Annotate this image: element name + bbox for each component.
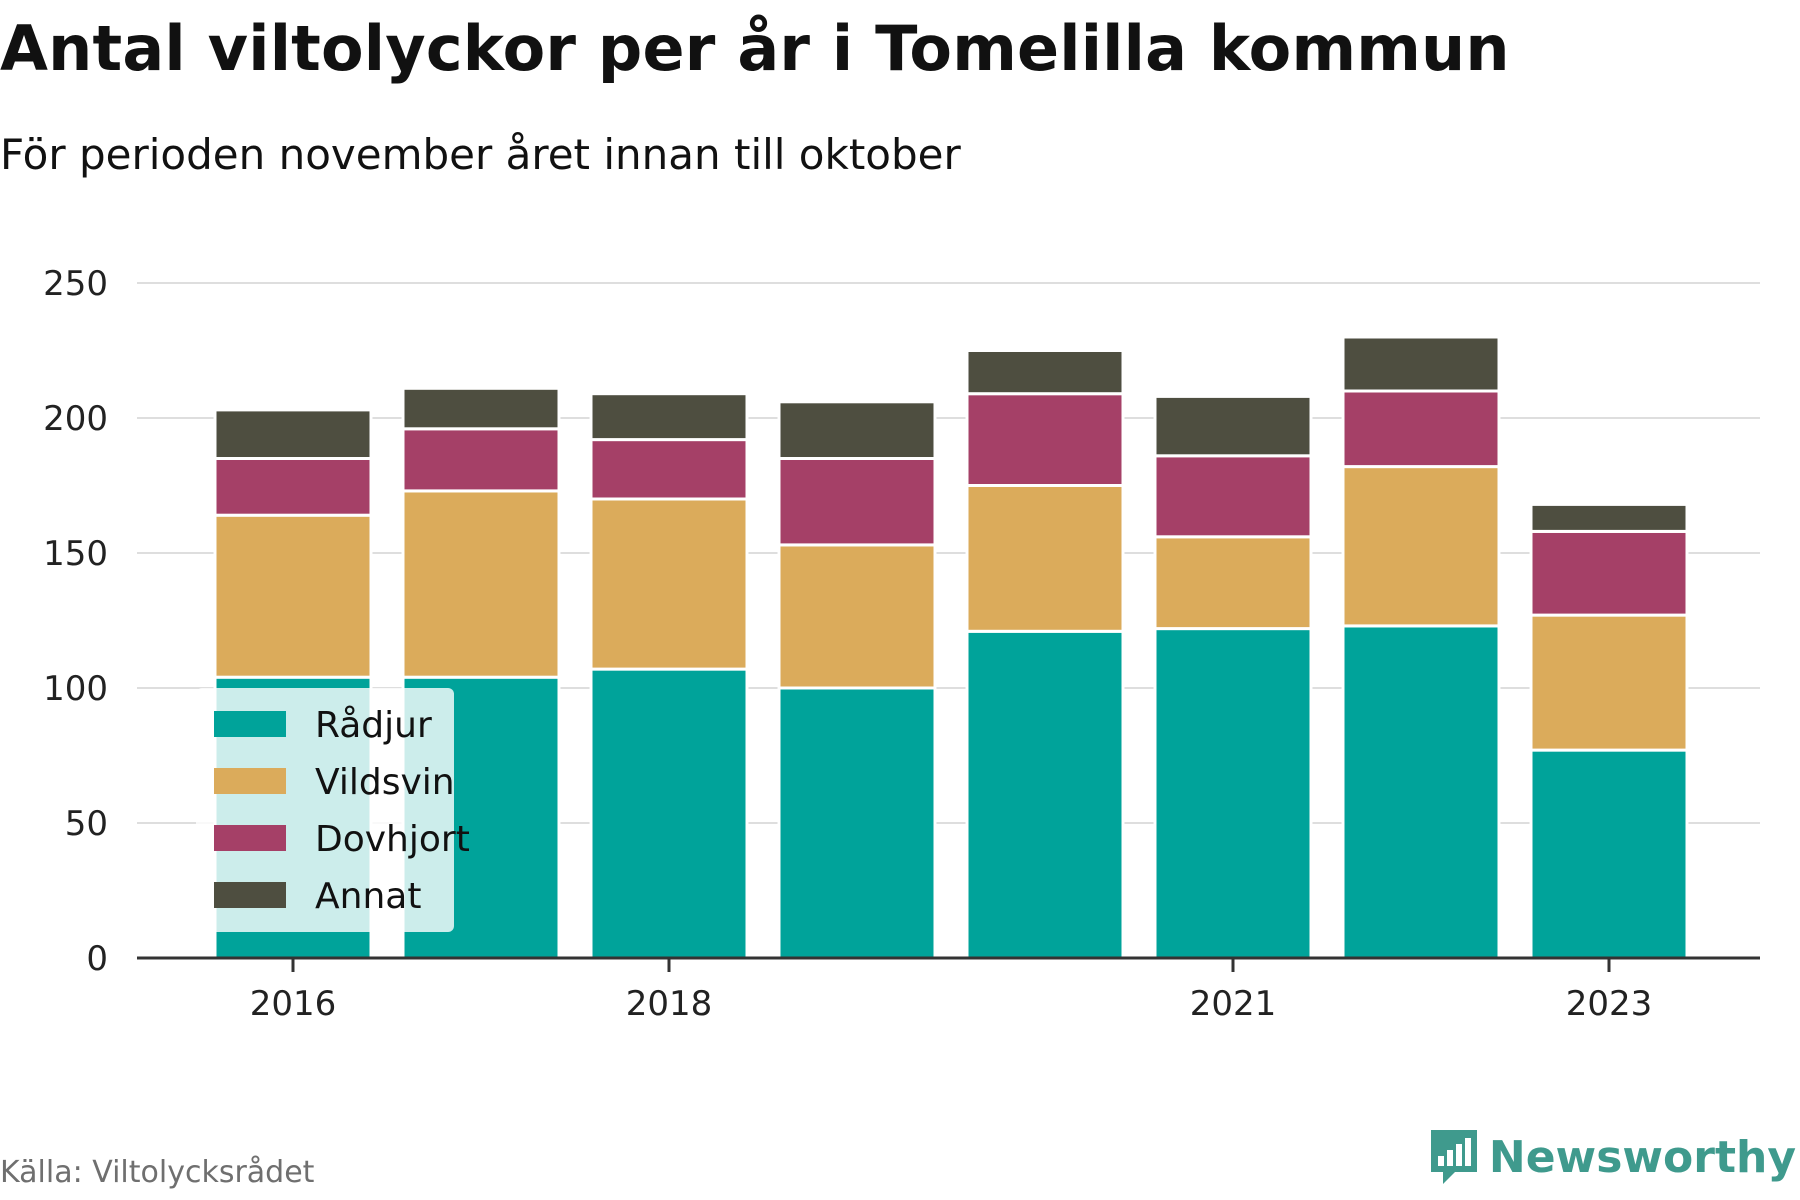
bar-segment-dovhjort <box>1341 389 1501 469</box>
bar-segment-vildsvin <box>1153 535 1313 631</box>
bar-segment-dovhjort <box>401 427 561 493</box>
y-tick-label: 150 <box>43 534 108 574</box>
bar-segment-vildsvin <box>1529 613 1689 752</box>
bar-segment-annat <box>589 392 749 442</box>
legend-swatch-annat <box>214 882 286 908</box>
bar-segment-annat <box>965 349 1125 396</box>
bar-segment-rådjur <box>965 629 1125 960</box>
x-tick-label: 2023 <box>1566 984 1653 1024</box>
bar-segment-vildsvin <box>589 497 749 671</box>
y-tick-label: 250 <box>43 264 108 304</box>
bar-segment-vildsvin <box>401 489 561 679</box>
bar-segment-annat <box>401 386 561 431</box>
legend-label-vildsvin: Vildsvin <box>315 762 455 803</box>
y-tick-label: 100 <box>43 669 108 709</box>
bar-segment-rådjur <box>1529 748 1689 960</box>
bar-segment-dovhjort <box>777 457 937 547</box>
bar-segment-annat <box>213 408 373 460</box>
bar-segment-annat <box>1341 335 1501 393</box>
source-note: Källa: Viltolycksrådet <box>0 1155 315 1190</box>
bar-segment-rådjur <box>1153 627 1313 960</box>
bar-segment-annat <box>777 400 937 460</box>
bar-segment-rådjur <box>589 667 749 960</box>
legend-label-annat: Annat <box>315 876 421 917</box>
bar-segment-dovhjort <box>1153 454 1313 539</box>
brand-logo: Newsworthy <box>1429 1128 1796 1186</box>
bar-segment-dovhjort <box>213 457 373 517</box>
bar-segment-vildsvin <box>1341 465 1501 628</box>
bar-segment-dovhjort <box>965 392 1125 488</box>
brand-name: Newsworthy <box>1488 1131 1796 1183</box>
bar-segment-dovhjort <box>1529 529 1689 617</box>
x-tick-label: 2018 <box>626 984 713 1024</box>
bar-segment-rådjur <box>1341 624 1501 960</box>
legend-label-rådjur: Rådjur <box>315 705 432 746</box>
y-tick-label: 50 <box>65 804 108 844</box>
legend-swatch-rådjur <box>214 711 286 737</box>
bar-segment-dovhjort <box>589 438 749 501</box>
legend-box <box>196 688 454 932</box>
bar-segment-vildsvin <box>777 543 937 690</box>
y-tick-label: 200 <box>43 399 108 439</box>
bar-segment-annat <box>1529 502 1689 533</box>
bar-segment-rådjur <box>777 686 937 960</box>
legend-label-dovhjort: Dovhjort <box>315 819 470 860</box>
chart-subtitle: För perioden november året innan till ok… <box>0 130 961 179</box>
x-tick-label: 2016 <box>250 984 337 1024</box>
bar-segment-vildsvin <box>965 484 1125 633</box>
x-tick-label: 2021 <box>1190 984 1277 1024</box>
chart-title: Antal viltolyckor per år i Tomelilla kom… <box>0 12 1510 85</box>
legend-swatch-vildsvin <box>214 768 286 794</box>
bar-segment-vildsvin <box>213 513 373 679</box>
newsworthy-logo-icon <box>1430 1130 1477 1184</box>
y-tick-label: 0 <box>86 939 108 979</box>
legend-swatch-dovhjort <box>214 825 286 851</box>
bar-segment-annat <box>1153 394 1313 458</box>
